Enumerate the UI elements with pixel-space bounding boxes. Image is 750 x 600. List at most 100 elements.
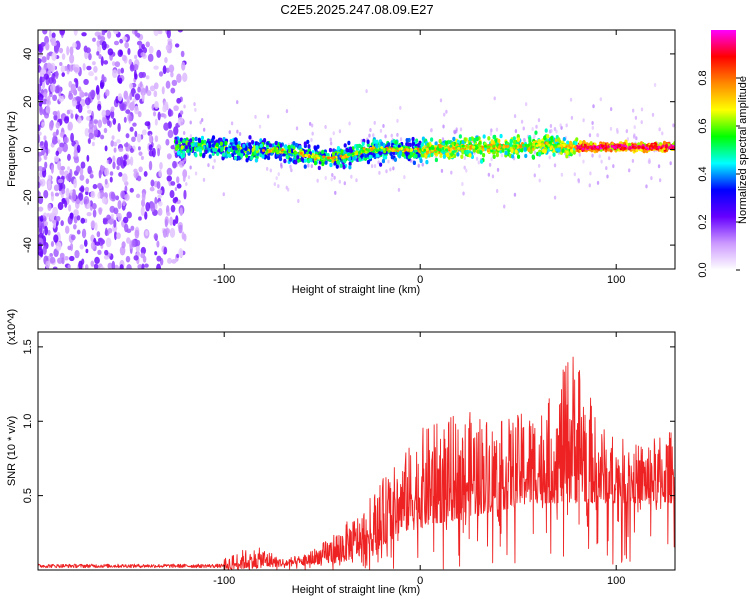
snr-xlabel: Height of straight line (km) (292, 584, 420, 596)
spectrogram-cell (358, 157, 362, 162)
spectrogram-cell (452, 146, 456, 150)
spectrogram-cell (178, 248, 184, 258)
spectrogram-cell (176, 97, 182, 104)
spectrogram-cell (55, 121, 61, 129)
spectrogram-cell (90, 260, 95, 267)
colorbar-label: Normalized spectral amplitude (737, 76, 749, 224)
spectrogram-cell (76, 229, 81, 235)
spectrogram-cell (183, 104, 186, 109)
spectrogram-cell (227, 152, 231, 158)
spectrogram-cell (75, 165, 81, 173)
spectrogram-cell (647, 159, 651, 164)
spectrogram-cell (89, 173, 94, 179)
spectrogram-cell (497, 138, 501, 144)
spectrogram-cell (599, 97, 603, 102)
spectrogram-cell (411, 136, 415, 142)
spectrogram-cell (642, 148, 646, 154)
spectrogram-cell (39, 178, 46, 187)
spectrogram-cell (43, 221, 48, 227)
spectrogram-cell (166, 167, 173, 176)
spectrogram-cell (520, 119, 524, 124)
spectrogram-cell (443, 112, 446, 117)
spectrogram-cell (101, 74, 105, 83)
spectrogram-cell (107, 48, 114, 56)
spectrogram-cell (389, 167, 392, 172)
spectrogram-cell (97, 119, 103, 129)
spectrogram-cell (116, 139, 121, 144)
spectrogram-cell (129, 156, 134, 166)
spectrogram-cell (528, 136, 532, 141)
spectrogram-cell (258, 124, 262, 129)
spectrogram-cell (157, 111, 161, 121)
spectrogram-cell (133, 63, 139, 71)
spectrogram-cell (154, 118, 158, 126)
spectrogram-cell (446, 152, 450, 157)
spectrogram-cell (156, 240, 160, 248)
spectrogram-cell (158, 207, 163, 216)
spectrogram-cell (331, 151, 336, 157)
spectrogram-cell (419, 158, 423, 164)
spectrogram-cell (89, 89, 96, 98)
spectrogram-cell (111, 135, 115, 140)
spectrogram-cell (103, 60, 109, 65)
spectrogram-cell (137, 86, 141, 93)
colorbar-tick-label: 0.8 (697, 70, 709, 85)
spectrogram-cell (55, 70, 59, 80)
spectrogram-cell (153, 233, 158, 240)
colorbar-tick-label: 0.0 (697, 262, 709, 277)
spectrogram-cell (93, 65, 98, 73)
spectrogram-cell (463, 137, 467, 142)
spectrogram-cell (261, 148, 265, 152)
spectrogram-cell (117, 68, 121, 75)
spectrogram-cell (300, 156, 304, 162)
spectrogram-cell (174, 196, 179, 203)
spectrogram-cell (64, 116, 70, 124)
spectrogram-cell (80, 98, 86, 107)
spectrogram-cell (396, 132, 399, 137)
spectrogram-cell (372, 133, 375, 138)
spectrogram-cell (452, 136, 456, 142)
spectrogram-cell (366, 159, 371, 165)
spectrogram-cell (140, 246, 147, 255)
spectrogram-cell (47, 180, 51, 190)
spectrogram-cell (553, 143, 557, 147)
spectrogram-cell (86, 104, 90, 109)
spectrogram-cell (41, 121, 45, 128)
spectrogram-cell (342, 164, 346, 170)
spectrogram-cell (303, 141, 307, 146)
spectrogram-cell (83, 78, 89, 86)
spectrogram-cell (103, 127, 108, 134)
spectrogram-cell (47, 229, 51, 236)
spectrogram-cell (116, 165, 120, 171)
spectrogram-cell (42, 245, 47, 255)
spectrogram-cell (358, 150, 362, 154)
spectrogram-cell (387, 149, 391, 153)
spectrogram-cell (184, 145, 189, 150)
spectrogram-cell (368, 151, 373, 156)
spectrogram-cell (343, 143, 347, 148)
spectrogram-cell (86, 65, 92, 71)
spectrogram-cell (368, 133, 371, 138)
spectrogram-cell (395, 146, 399, 150)
spectrogram-cell (229, 138, 233, 144)
spectrogram-cell (175, 215, 179, 225)
spectrogram-cell (73, 66, 79, 73)
spectrogram-cell (535, 124, 538, 129)
spectrogram-cell (172, 219, 176, 227)
spectrogram-cell (604, 146, 608, 150)
spectrogram-cell (91, 141, 95, 147)
spectrogram-cell (121, 36, 128, 42)
spectrogram-cell (390, 133, 393, 138)
spectrogram-cell (275, 149, 279, 153)
spectrogram-cell (74, 113, 78, 120)
spectrogram-cell (118, 77, 123, 84)
spectrogram-cell (565, 123, 568, 128)
spectrogram-cell (100, 266, 105, 269)
spectrogram-cell (150, 202, 156, 212)
spectrogram-cell (67, 121, 73, 131)
spectrogram-cell (463, 165, 466, 170)
spectrogram-cell (119, 156, 124, 164)
spectrogram-cell (200, 117, 204, 122)
spectrogram-cell (382, 123, 385, 128)
spectrogram-cell (57, 178, 64, 184)
